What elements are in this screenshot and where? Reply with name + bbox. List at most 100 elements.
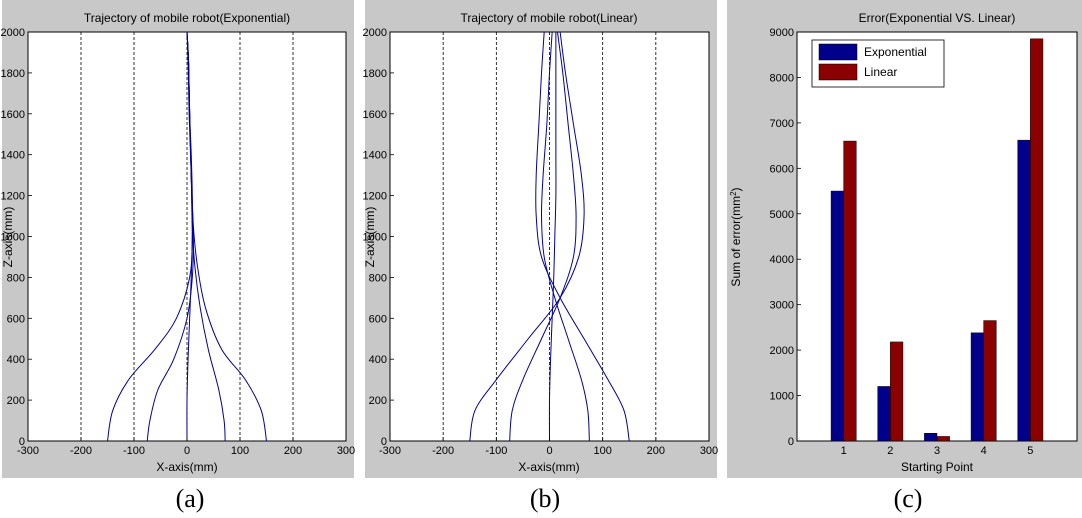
trajectory-line-5	[535, 31, 630, 442]
trajectory-line-2	[146, 31, 194, 442]
trajectory-line-4	[541, 31, 590, 442]
y-axis-label-sup: 2	[729, 191, 738, 196]
x-axis-label: X-axis(mm)	[156, 460, 217, 474]
chart-title: Error(Exponential VS. Linear)	[859, 11, 1016, 25]
trajectory-exponential-chart: Trajectory of mobile robot(Exponential) …	[1, 0, 355, 478]
trajectory-lines	[469, 31, 630, 442]
y-tick-label: 9000	[770, 27, 794, 39]
bar-exponential-3	[924, 433, 938, 442]
y-tick-label: 0	[381, 436, 387, 448]
y-tick-label: 400	[7, 354, 25, 366]
x-tick-label: -300	[379, 445, 401, 457]
bar-linear-2	[890, 341, 904, 442]
bar-exponential-5	[1017, 139, 1031, 442]
y-tick-label: 1200	[363, 191, 387, 203]
x-tick-label: -100	[123, 445, 145, 457]
bar-linear-1	[843, 140, 857, 442]
x-axis-label: X-axis(mm)	[518, 460, 579, 474]
trajectory-line-2	[509, 31, 577, 442]
x-axis-label: Starting Point	[901, 460, 974, 474]
y-tick-label: 1800	[363, 68, 387, 80]
x-tick-label: -200	[70, 445, 92, 457]
y-tick-label: 1600	[1, 109, 25, 121]
x-tick-label: 0	[546, 445, 552, 457]
y-tick-label: 2000	[363, 27, 387, 39]
y-tick-label: 3000	[770, 300, 794, 312]
caption-c: (c)	[894, 484, 923, 513]
legend-swatch-linear	[818, 63, 858, 81]
bars	[830, 38, 1044, 442]
trajectory-line-5	[186, 31, 267, 442]
trajectory-line-1	[469, 31, 585, 442]
bar-exponential-1	[830, 190, 844, 442]
y-tick-label: 5000	[770, 209, 794, 221]
y-tick-label: 1000	[770, 391, 794, 403]
chart-title: Trajectory of mobile robot(Linear)	[461, 11, 638, 25]
x-tick-label: 100	[231, 445, 249, 457]
y-tick-label: 4000	[770, 254, 794, 266]
trajectory-lines	[107, 31, 267, 442]
bar-linear-3	[936, 436, 950, 442]
x-tick-label: 3	[934, 445, 940, 457]
x-tick-label: 2	[887, 445, 893, 457]
bar-exponential-2	[877, 386, 891, 442]
x-tick-label: 0	[184, 445, 190, 457]
y-tick-label: 800	[369, 272, 387, 284]
caption-b: (b)	[530, 484, 560, 513]
y-tick-label: 1000	[363, 232, 387, 244]
error-bar-chart: Error(Exponential VS. Linear) Starting P…	[727, 0, 1082, 478]
x-tick-label: 300	[700, 445, 718, 457]
legend-swatch-exponential	[818, 43, 858, 61]
y-axis-label: Z-axis(mm)	[1, 207, 15, 268]
y-tick-label: 600	[369, 313, 387, 325]
y-ticks: 0 200 400 600 800 1000 1200 1400 1600 1800 2000	[1, 27, 32, 448]
y-tick-label: 6000	[770, 163, 794, 175]
y-tick-label: 200	[369, 395, 387, 407]
bar-linear-4	[983, 320, 997, 442]
y-tick-label: 600	[7, 313, 25, 325]
y-tick-label: 1800	[1, 68, 25, 80]
y-ticks: 0 200 400 600 800 1000 1200 1400 1600 1800 2000	[363, 27, 394, 448]
x-tick-label: 1	[841, 445, 847, 457]
y-tick-label: 0	[788, 436, 794, 448]
reference-lines	[442, 32, 657, 441]
x-tick-label: 300	[337, 445, 355, 457]
y-tick-label: 0	[19, 436, 25, 448]
x-ticks: 1 2 3 4 5	[841, 437, 1033, 457]
y-tick-label: 200	[7, 395, 25, 407]
x-tick-label: -100	[485, 445, 507, 457]
y-axis-label-end: )	[729, 187, 743, 191]
caption-a: (a)	[176, 484, 205, 513]
y-tick-label: 800	[7, 272, 25, 284]
y-ticks: 0 1000 2000 3000 4000 5000 6000 7000 8000 9000	[770, 27, 801, 448]
y-tick-label: 2000	[770, 345, 794, 357]
x-tick-label: 200	[647, 445, 665, 457]
y-axis-label-main: Sum of error(mm	[729, 196, 743, 287]
legend-label-linear: Linear	[864, 65, 897, 79]
bar-exponential-4	[970, 332, 984, 442]
y-axis-label: Z-axis(mm)	[363, 207, 377, 268]
trajectory-linear-chart: Trajectory of mobile robot(Linear) X-axi…	[363, 0, 718, 478]
x-ticks: -300 -200 -100 0 100 200 300	[379, 437, 718, 457]
x-tick-label: 200	[284, 445, 302, 457]
y-tick-label: 1600	[363, 109, 387, 121]
x-tick-label: 5	[1027, 445, 1033, 457]
y-tick-label: 2000	[1, 27, 25, 39]
trajectory-line-3	[548, 32, 557, 442]
y-tick-label: 7000	[770, 118, 794, 130]
bar-linear-5	[1030, 38, 1044, 442]
legend-label-exponential: Exponential	[864, 45, 927, 59]
chart-title: Trajectory of mobile robot(Exponential)	[84, 11, 290, 25]
x-ticks: -300 -200 -100 0 100 200 300	[17, 437, 355, 457]
x-tick-label: -300	[17, 445, 39, 457]
y-tick-label: 400	[369, 354, 387, 366]
y-tick-label: 1400	[1, 150, 25, 162]
y-tick-label: 1200	[1, 191, 25, 203]
y-tick-label: 1400	[363, 150, 387, 162]
y-axis-label: Sum of error(mm2)	[729, 187, 744, 286]
x-tick-label: 100	[593, 445, 611, 457]
legend: Exponential Linear	[811, 39, 945, 88]
y-tick-label: 8000	[770, 72, 794, 84]
x-tick-label: 4	[981, 445, 987, 457]
